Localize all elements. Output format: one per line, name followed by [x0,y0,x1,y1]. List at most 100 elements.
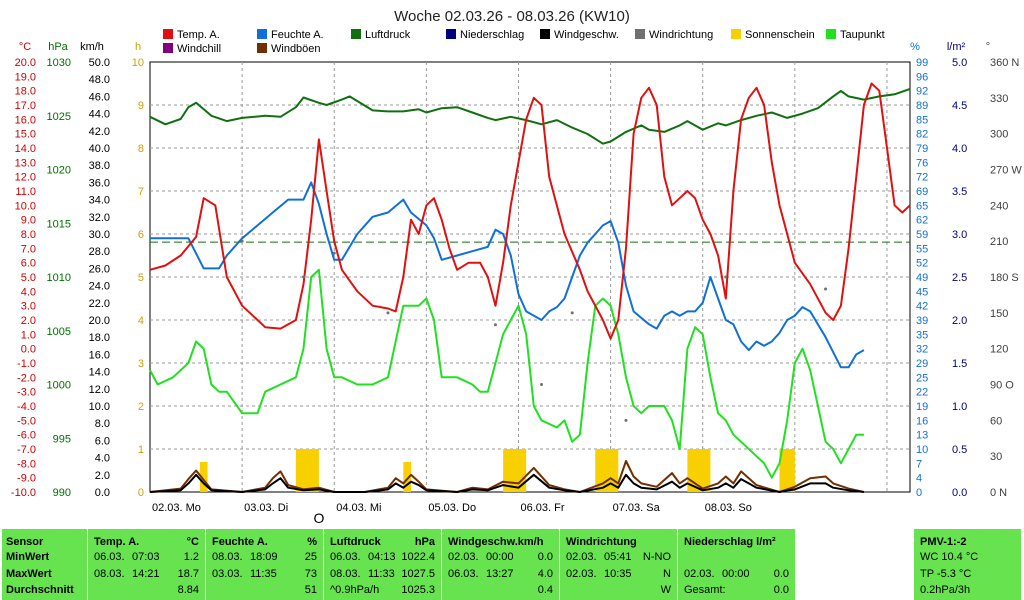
stats-humidity-max-time: 11:35 [250,568,277,580]
tick-label-wind: 40.0 [89,143,110,155]
tick-label-temp: -1.0 [17,358,36,370]
stats-wind-max-date: 06.03. [448,568,479,580]
stats-rain-total-label: Gesamt: [684,584,726,596]
stats-pressure-avg: 1025.3 [401,584,435,596]
tick-label-wind: 4.0 [95,453,110,465]
tick-label-winddir: 120 [990,344,1008,356]
tick-label-precip: 4.5 [952,100,967,112]
tick-label-wind: 14.0 [89,367,110,379]
tick-label-pressure: 995 [53,433,71,445]
tick-label-temp: 5.0 [21,272,36,284]
tick-label-humidity: 39 [916,315,928,327]
stats-temp-max-date: 08.03. [94,568,125,580]
now-marker: O [314,510,325,526]
stats-winddir-min-time: 05:41 [604,551,632,563]
legend-swatch [826,29,836,39]
stats-winddir-max-date: 02.03. [566,568,597,580]
legend-label: Temp. A. [177,29,220,41]
series-line-luftdruck [149,87,911,145]
legend-label: Windböen [271,43,321,55]
tick-label-winddir: 330 [990,93,1008,105]
x-tick-label: 03.03. Di [244,502,288,514]
series-line-temp-a [149,82,911,340]
stats-humidity-min: 25 [304,551,317,563]
tick-label-wind: 30.0 [89,229,110,241]
tick-label-humidity: 29 [916,358,928,370]
winddir-point [332,251,336,255]
tick-label-wind: 50.0 [89,57,110,69]
legend-swatch [731,29,741,39]
tick-label-humidity: 79 [916,143,928,155]
stats-pressure-min: 1022.4 [401,551,435,563]
tick-label-winddir: 150 [990,308,1008,320]
tick-label-wind: 26.0 [89,263,110,275]
legend-swatch [540,29,550,39]
sunshine-bar [295,449,319,492]
tick-label-winddir: 60 [990,415,1002,427]
tick-label-humidity: 49 [916,272,928,284]
stats-temp-max-time: 14:21 [132,568,160,580]
tick-label-winddir: 360 N [990,57,1019,69]
tick-label-wind: 2.0 [95,470,110,482]
stats-rain-time: 00:00 [722,568,750,580]
stats-wind: Windgeschw.km/h 02.03. 00:00 0.0 06.03. … [442,529,560,600]
series-lines [149,82,911,493]
stats-wind-min-time: 00:00 [486,551,514,563]
stats-humidity-max: 73 [304,568,317,580]
tick-label-temp: -3.0 [17,387,36,399]
stats-rain-total: 0.0 [773,584,789,596]
stats-pmv-wc: WC 10.4 °C [920,551,979,563]
tick-label-temp: 13.0 [15,157,36,169]
tick-label-temp: 8.0 [21,229,36,241]
stats-wind-min-date: 02.03. [448,551,479,563]
stats-sensor: Sensor MinWert MaxWert Durchschnitt [2,529,88,600]
tick-label-precip: 1.0 [952,401,967,413]
axis-title-wind: km/h [80,41,104,53]
stats-pressure: Luftdruck hPa 06.03. 04:13 1022.4 08.03.… [324,529,442,600]
axis-title-temp: °C [19,41,31,53]
tick-label-winddir: 300 [990,129,1008,141]
tick-label-temp: 19.0 [15,71,36,83]
tick-label-wind: 12.0 [89,384,110,396]
tick-label-sun: 10 [132,57,144,69]
stats-pmv-header: PMV-1:-2 [920,536,967,548]
tick-label-precip: 5.0 [952,57,967,69]
tick-label-humidity: 19 [916,401,928,413]
stats-humidity-avg: 51 [304,584,317,596]
stats-row-min: MinWert [6,551,50,563]
tick-label-humidity: 25 [916,372,928,384]
tick-label-humidity: 10 [916,444,928,456]
tick-label-pressure: 1020 [47,165,71,177]
sunshine-bar [779,449,795,492]
tick-label-sun: 8 [138,143,144,155]
stats-pressure-max: 1027.5 [401,568,435,580]
stats-row-avg: Durchschnitt [6,584,74,596]
tick-label-wind: 32.0 [89,212,110,224]
tick-label-precip: 0.0 [952,487,967,499]
legend-label: Windgeschw. [554,29,619,41]
tick-label-humidity: 42 [916,301,928,313]
tick-label-precip: 0.5 [952,444,967,456]
winddir-point [824,287,828,291]
winddir-points [240,239,828,422]
tick-label-pressure: 1005 [47,326,71,338]
tick-label-temp: 4.0 [21,286,36,298]
series-line-windb-en [149,460,865,493]
tick-label-humidity: 65 [916,200,928,212]
tick-label-humidity: 16 [916,415,928,427]
tick-label-temp: -2.0 [17,372,36,384]
tick-label-humidity: 7 [916,458,922,470]
axis-titles: °C hPa km/h h% l/m² ° [19,41,990,53]
stats-rain-value: 0.0 [773,568,789,580]
stats-wind-avg: 0.4 [537,584,553,596]
stats-winddir-min-date: 02.03. [566,551,597,563]
stats-winddir-header: Windrichtung [566,536,637,548]
tick-label-temp: 9.0 [21,215,36,227]
x-tick-label: 08.03. So [705,502,752,514]
tick-label-sun: 9 [138,100,144,112]
tick-label-wind: 34.0 [89,195,110,207]
tick-label-humidity: 4 [916,473,922,485]
tick-label-sun: 3 [138,358,144,370]
tick-label-pressure: 1010 [47,272,71,284]
tick-label-wind: 6.0 [95,435,110,447]
